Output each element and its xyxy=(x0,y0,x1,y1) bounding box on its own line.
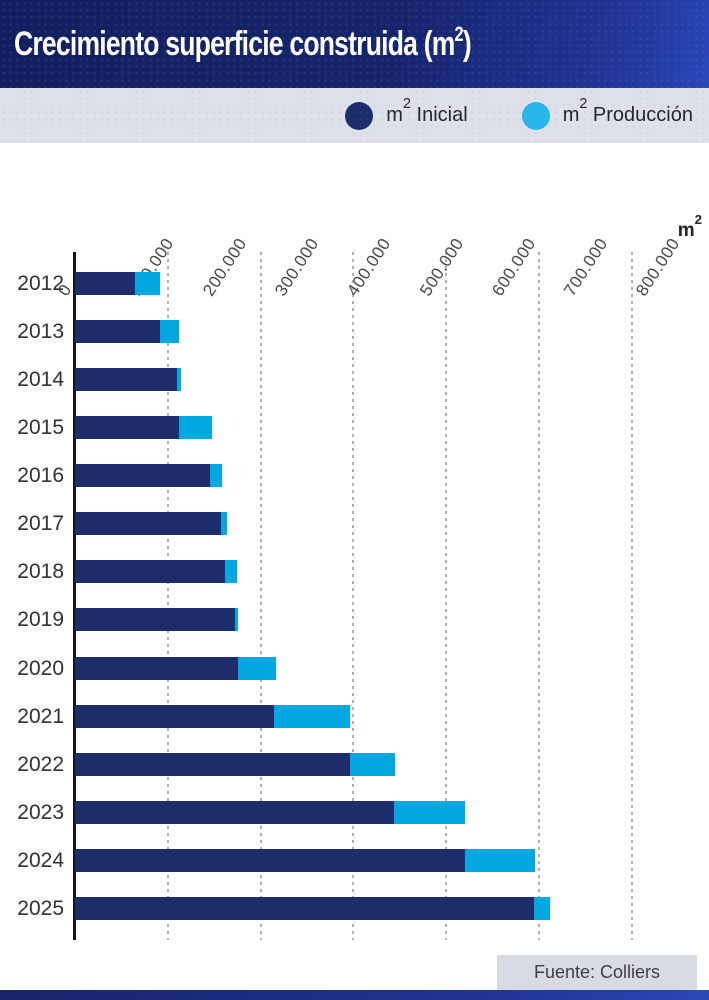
gridline xyxy=(166,252,169,940)
bar-segment-inicial-2022 xyxy=(75,752,350,776)
bar-segment-inicial-2023 xyxy=(75,800,395,824)
y-axis-label-2017: 2017 xyxy=(17,512,64,536)
y-axis-label-2023: 2023 xyxy=(17,800,64,824)
y-axis-label-2024: 2024 xyxy=(17,848,64,872)
bar-segment-produccion-2021 xyxy=(273,704,350,728)
y-axis-label-2021: 2021 xyxy=(17,704,64,728)
bar-segment-produccion-2015 xyxy=(178,416,213,440)
bar-segment-produccion-2014 xyxy=(177,368,181,392)
bar-segment-produccion-2020 xyxy=(238,656,277,680)
y-axis-label-2016: 2016 xyxy=(17,464,64,488)
header-banner: Crecimiento superficie construida (m 2) xyxy=(0,0,709,88)
bar-segment-inicial-2015 xyxy=(75,416,179,440)
bar-segment-produccion-2019 xyxy=(234,608,239,632)
legend-label-produccion: m2 Producción xyxy=(562,96,693,126)
bar-segment-produccion-2017 xyxy=(220,512,228,536)
x-axis-unit-text: m xyxy=(677,220,695,241)
legend-swatch-inicial xyxy=(345,101,374,130)
y-axis-label-2014: 2014 xyxy=(17,368,64,392)
page-title: Crecimiento superficie construida (m 2) xyxy=(14,22,472,63)
bar-segment-produccion-2023 xyxy=(394,800,465,824)
x-axis-tick-label: 300.000 xyxy=(271,234,323,300)
legend-item-produccion: m2 Producción xyxy=(521,96,693,130)
x-axis-tick-label: 400.000 xyxy=(343,234,395,300)
gridline xyxy=(538,252,540,940)
bar-segment-inicial-2019 xyxy=(75,608,235,632)
bar-segment-produccion-2013 xyxy=(160,320,179,344)
x-axis-tick-label: 200.000 xyxy=(198,234,251,300)
x-axis-tick-label: 700.000 xyxy=(560,234,612,300)
page-title-text: Crecimiento superficie construida (m xyxy=(14,24,455,63)
x-axis-tick-label: 800.000 xyxy=(632,234,684,300)
bar-segment-inicial-2021 xyxy=(75,704,274,728)
chart-area: m2 0 100.000 200.000 300.000 400.000 500.000 6… xyxy=(0,143,709,990)
bar-segment-inicial-2016 xyxy=(75,464,210,488)
gridline xyxy=(445,252,448,940)
x-axis-unit-label: m2 xyxy=(677,213,702,242)
y-axis-label-2013: 2013 xyxy=(17,320,64,344)
bar-segment-inicial-2020 xyxy=(75,656,239,680)
y-axis-label-2020: 2020 xyxy=(17,656,64,680)
y-axis-label-2012: 2012 xyxy=(17,272,64,295)
legend-swatch-produccion xyxy=(521,101,550,130)
bottom-accent-strip xyxy=(0,990,709,1000)
y-axis-label-2019: 2019 xyxy=(17,608,64,632)
gridline xyxy=(259,252,262,940)
bar-segment-inicial-2025 xyxy=(75,896,535,920)
bar-segment-inicial-2012 xyxy=(75,272,136,295)
bar-segment-produccion-2022 xyxy=(349,752,396,776)
y-axis-label-2015: 2015 xyxy=(17,416,64,440)
bar-segment-inicial-2017 xyxy=(75,512,221,536)
gridline xyxy=(630,252,633,940)
x-axis-unit-sup: 2 xyxy=(694,212,702,228)
y-axis-line xyxy=(73,252,76,940)
gridline xyxy=(352,252,355,940)
bar-segment-inicial-2024 xyxy=(75,848,465,872)
x-axis-tick-label: 600.000 xyxy=(488,234,540,300)
legend-item-inicial: m2 Inicial xyxy=(345,96,468,130)
bar-segment-produccion-2012 xyxy=(135,272,161,295)
source-note-label: Fuente: Colliers xyxy=(533,962,661,982)
legend-label-inicial: m2 Inicial xyxy=(386,96,468,126)
y-axis-label-2018: 2018 xyxy=(17,560,64,584)
bar-segment-produccion-2018 xyxy=(225,560,238,584)
bar-segment-inicial-2013 xyxy=(75,320,161,344)
bar-segment-produccion-2016 xyxy=(209,464,222,488)
bar-segment-produccion-2025 xyxy=(534,896,551,920)
y-axis-label-2025: 2025 xyxy=(17,896,64,920)
y-axis-label-2022: 2022 xyxy=(17,752,64,776)
bar-segment-produccion-2024 xyxy=(464,848,536,872)
page-title-close: ) xyxy=(462,24,472,63)
x-axis-tick-label: 500.000 xyxy=(415,234,468,300)
source-note: Fuente: Colliers xyxy=(497,955,697,990)
bar-segment-inicial-2014 xyxy=(75,368,178,392)
legend-bar: m2 Inicial m2 Producción xyxy=(0,88,709,143)
bar-segment-inicial-2018 xyxy=(75,560,226,584)
